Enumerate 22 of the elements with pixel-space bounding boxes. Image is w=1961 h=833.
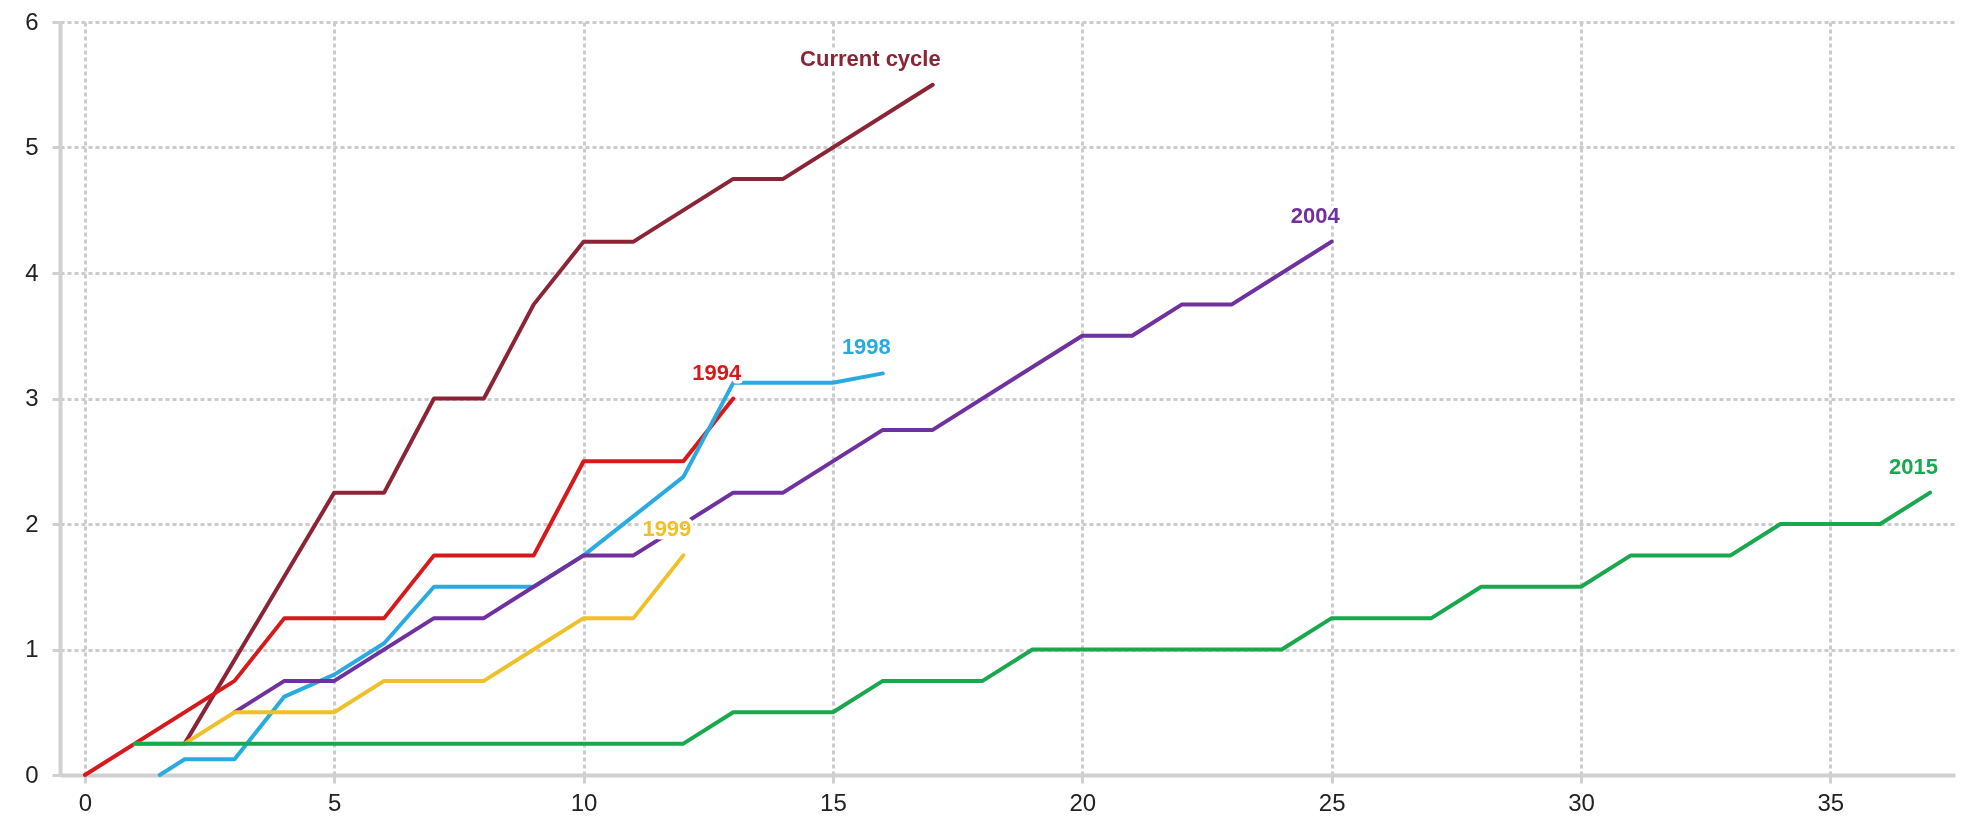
x-tick-label: 30 (1568, 788, 1595, 816)
y-tick-label: 2 (25, 509, 39, 537)
x-tick-label: 10 (570, 788, 598, 816)
y-tick-label: 3 (25, 384, 39, 411)
x-tick-label: 35 (1817, 788, 1845, 816)
x-tick-label: 25 (1318, 788, 1346, 816)
y-tick-label: 4 (25, 258, 39, 286)
line-series (82, 396, 736, 777)
series-label: 1998 (841, 334, 891, 360)
line-series (132, 490, 1933, 746)
y-tick-label: 1 (25, 635, 39, 662)
series-label: 2004 (1290, 202, 1341, 228)
series-label: 2015 (1889, 453, 1939, 479)
x-tick-label: 0 (78, 788, 93, 816)
series-label: Current cycle (800, 45, 941, 71)
x-tick-label: 5 (328, 788, 342, 816)
y-tick-label: 6 (25, 7, 39, 35)
x-tick-label: 15 (820, 788, 847, 816)
series-label: 1994 (692, 359, 742, 385)
x-tick-label: 20 (1069, 788, 1097, 816)
y-tick-label: 5 (25, 133, 39, 160)
y-tick-label: 0 (25, 760, 39, 788)
